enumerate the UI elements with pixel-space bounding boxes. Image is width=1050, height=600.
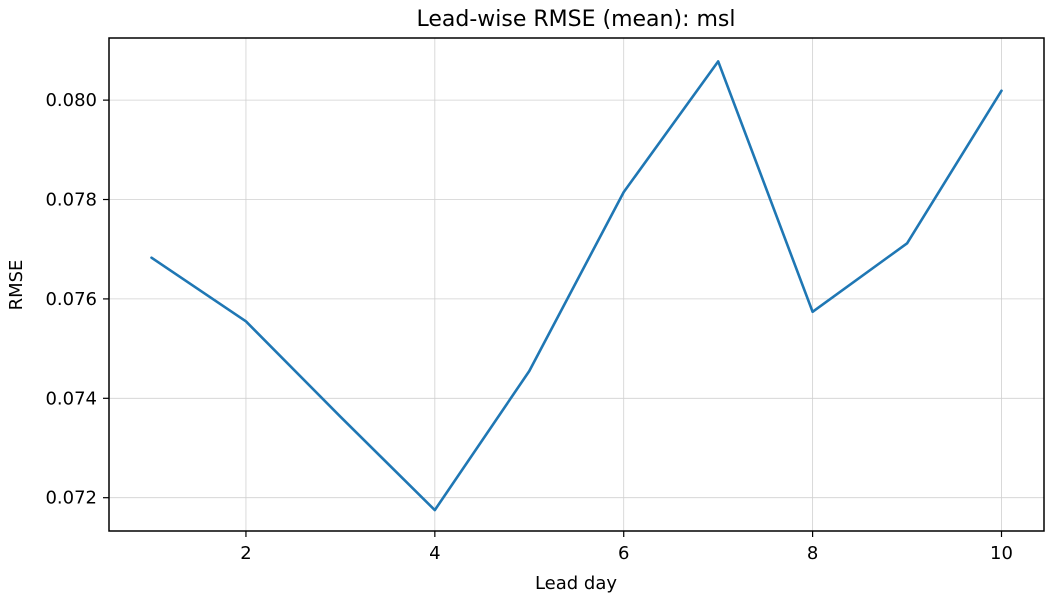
plot-area-frame: [108, 37, 1045, 532]
y-tick-label: 0.076: [45, 289, 97, 310]
y-axis-label: RMSE: [6, 260, 27, 311]
chart-title: Lead-wise RMSE (mean): msl: [417, 7, 736, 32]
x-tick-label: 8: [807, 543, 818, 564]
x-tick-label: 10: [990, 543, 1013, 564]
x-axis-label: Lead day: [535, 573, 617, 594]
y-tick-label: 0.078: [45, 190, 97, 211]
y-tick-label: 0.080: [45, 90, 97, 111]
x-tick-label: 6: [618, 543, 629, 564]
x-axis-ticks: 2 4 6 8 10: [240, 531, 1013, 564]
y-axis-ticks: 0.072 0.074 0.076 0.078 0.080: [45, 90, 109, 509]
y-tick-label: 0.074: [45, 388, 97, 409]
y-tick-label: 0.072: [45, 488, 97, 509]
x-tick-label: 2: [240, 543, 251, 564]
x-tick-label: 4: [429, 543, 440, 564]
rmse-series-line: [150, 60, 1003, 512]
series-layer: [150, 60, 1003, 512]
grid-lines: [109, 38, 1044, 531]
